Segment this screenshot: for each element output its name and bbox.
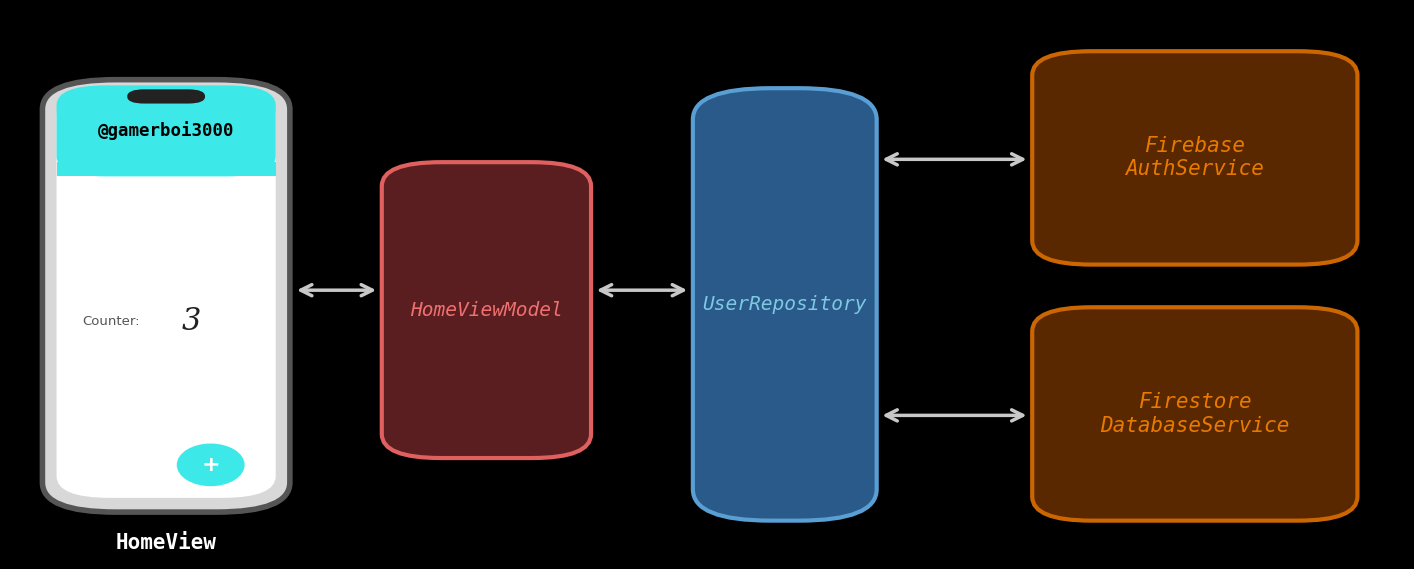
FancyBboxPatch shape	[42, 80, 290, 512]
Bar	[57, 162, 276, 176]
FancyBboxPatch shape	[1032, 51, 1357, 265]
FancyBboxPatch shape	[382, 162, 591, 458]
FancyBboxPatch shape	[1032, 307, 1357, 521]
Text: Firestore
DatabaseService: Firestore DatabaseService	[1100, 393, 1290, 435]
Text: +: +	[201, 455, 221, 475]
FancyBboxPatch shape	[127, 89, 205, 104]
Text: HomeView: HomeView	[116, 533, 216, 554]
Text: HomeViewModel: HomeViewModel	[410, 300, 563, 320]
Text: Firebase
AuthService: Firebase AuthService	[1126, 137, 1264, 179]
Text: @gamerboi3000: @gamerboi3000	[98, 121, 235, 140]
FancyBboxPatch shape	[693, 88, 877, 521]
FancyBboxPatch shape	[57, 85, 276, 176]
Ellipse shape	[177, 444, 245, 486]
Text: 3: 3	[181, 306, 201, 336]
FancyBboxPatch shape	[57, 94, 276, 498]
Text: Counter:: Counter:	[82, 315, 140, 328]
Text: UserRepository: UserRepository	[703, 295, 867, 314]
